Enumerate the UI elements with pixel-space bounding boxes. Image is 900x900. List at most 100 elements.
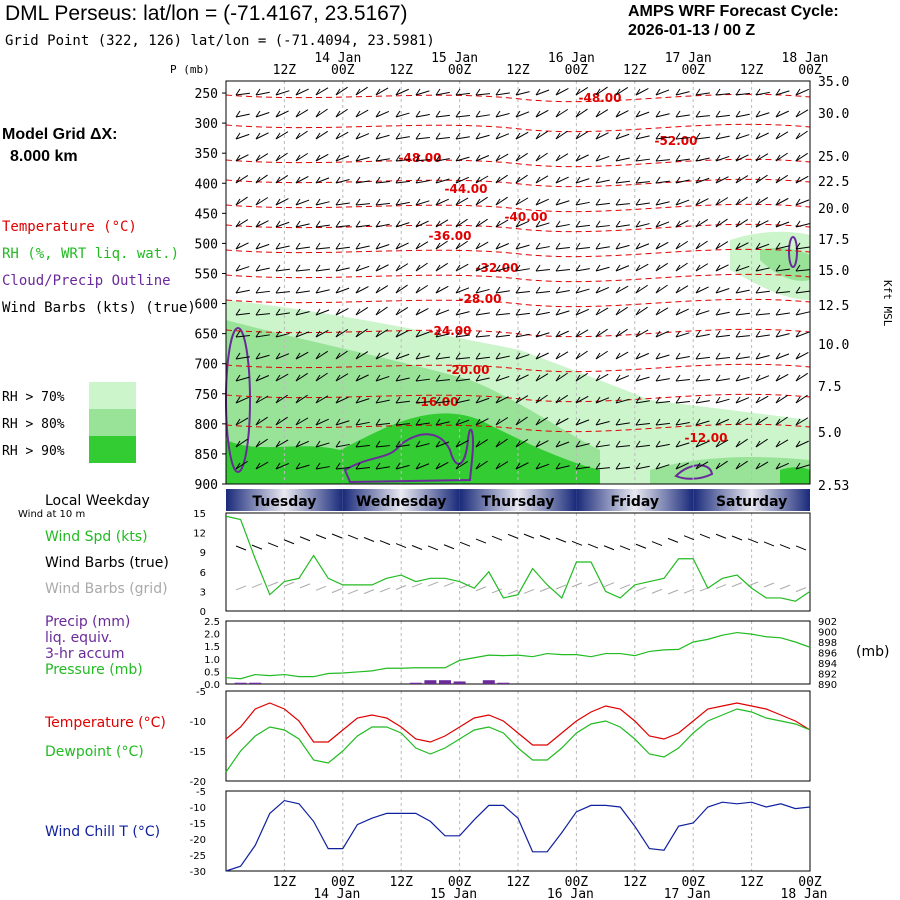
wind-barb bbox=[455, 240, 468, 250]
wind-barb bbox=[675, 110, 681, 118]
wind-barb bbox=[655, 330, 661, 338]
wind-barb bbox=[415, 443, 430, 448]
wind-barb bbox=[715, 440, 721, 448]
wind-barb bbox=[795, 175, 809, 184]
wind-barb bbox=[355, 224, 370, 228]
wind-speed-tick: 9 bbox=[200, 548, 206, 559]
wind-barb bbox=[435, 219, 449, 228]
wind-barb bbox=[435, 440, 441, 448]
wind-barb bbox=[435, 421, 450, 426]
surface-wind-barb bbox=[379, 540, 391, 546]
surface-wind-barb bbox=[651, 541, 663, 546]
wind-barb bbox=[335, 443, 350, 448]
wind-barb bbox=[595, 109, 609, 118]
wind-barb bbox=[775, 374, 781, 382]
wind-barb bbox=[255, 290, 270, 294]
wind-barb bbox=[455, 110, 461, 118]
wind-barb bbox=[715, 88, 721, 96]
wind-barb bbox=[615, 308, 621, 316]
wind-barb bbox=[475, 93, 490, 96]
surface-grid-wind-barb bbox=[347, 589, 359, 595]
wind-barb bbox=[415, 88, 421, 96]
wind-barb bbox=[295, 223, 310, 228]
surface-grid-wind-barb bbox=[427, 581, 439, 587]
wind-barb bbox=[695, 110, 701, 118]
wind-barb bbox=[495, 92, 510, 96]
wind-barb bbox=[475, 114, 490, 118]
wind-barb bbox=[775, 308, 781, 316]
local-weekday-label: Local Weekday bbox=[45, 493, 150, 509]
wind-barb bbox=[255, 354, 270, 360]
wind-barb bbox=[375, 286, 381, 294]
wind-barb bbox=[295, 286, 301, 294]
wind-barb bbox=[355, 286, 369, 294]
wind-speed-tick: 3 bbox=[200, 587, 206, 598]
wind-barb bbox=[295, 130, 308, 140]
wind-barb bbox=[715, 198, 721, 206]
wind-barb bbox=[535, 418, 541, 426]
wind-barb bbox=[275, 198, 289, 206]
wind-barb bbox=[615, 398, 630, 404]
wind-barb bbox=[635, 202, 650, 206]
wind-barb bbox=[335, 374, 341, 382]
wind-barb bbox=[315, 132, 321, 140]
surface-grid-wind-barb bbox=[779, 584, 791, 590]
forecast-cycle-value: 2026-01-13 / 00 Z bbox=[628, 22, 756, 39]
wind-barb bbox=[735, 289, 750, 294]
pressure-right-tick: 890 bbox=[818, 680, 837, 691]
wind-barb bbox=[555, 246, 570, 250]
cross-section-legend: Temperature (°C) bbox=[2, 219, 137, 235]
temperature-contour-label: -40.00 bbox=[505, 210, 548, 224]
wind-barb bbox=[335, 176, 341, 184]
wind-barb bbox=[235, 312, 250, 316]
wind-barb bbox=[635, 330, 641, 338]
wind-barb bbox=[515, 198, 521, 206]
wind-barb bbox=[675, 352, 681, 360]
temperature-contour bbox=[225, 423, 811, 433]
wind-barb bbox=[595, 418, 601, 426]
wind-barb bbox=[735, 335, 750, 338]
wind-barb bbox=[375, 306, 388, 316]
wind-barb bbox=[455, 418, 461, 426]
wind-barb bbox=[575, 108, 588, 118]
wind-barb bbox=[255, 308, 261, 316]
wind-barb bbox=[535, 352, 549, 360]
wind-barb bbox=[235, 264, 241, 272]
wind-barb bbox=[715, 242, 721, 250]
wind-barb bbox=[455, 115, 470, 118]
surface-wind-barb bbox=[395, 543, 407, 549]
rh-legend-swatch bbox=[89, 409, 136, 436]
wind-barb bbox=[755, 290, 770, 294]
wind-barb bbox=[435, 198, 449, 206]
wind-barb bbox=[595, 266, 610, 272]
wind-barb bbox=[655, 89, 670, 96]
wind-barb bbox=[455, 132, 461, 140]
wind-barb bbox=[635, 465, 650, 470]
precip-tick: 2.0 bbox=[204, 630, 220, 641]
top-date-label: 15 Jan bbox=[431, 51, 478, 66]
wind-barb bbox=[695, 132, 701, 140]
wind-barb bbox=[255, 132, 261, 140]
surface-grid-wind-barb bbox=[571, 582, 583, 588]
wind-barb bbox=[415, 378, 430, 382]
wind-barb bbox=[575, 330, 581, 338]
wind-barb bbox=[515, 395, 529, 404]
wind-barb bbox=[535, 311, 550, 316]
wind-barb bbox=[775, 312, 790, 316]
wind-barb bbox=[295, 88, 301, 96]
wind-barb bbox=[355, 109, 369, 118]
wind-barb bbox=[375, 154, 381, 162]
wind-barb bbox=[415, 374, 421, 382]
wind-barb bbox=[295, 308, 301, 316]
wind-barb bbox=[635, 263, 649, 272]
wind-barb bbox=[375, 422, 390, 426]
wind-barb bbox=[235, 330, 241, 338]
wind-barb bbox=[255, 91, 270, 96]
wind-barb bbox=[355, 421, 370, 426]
wind-barb bbox=[555, 110, 561, 118]
wind-barb bbox=[695, 330, 701, 338]
wind-barb bbox=[415, 198, 421, 206]
wind-barb bbox=[435, 400, 450, 404]
wind-barb bbox=[655, 374, 661, 382]
